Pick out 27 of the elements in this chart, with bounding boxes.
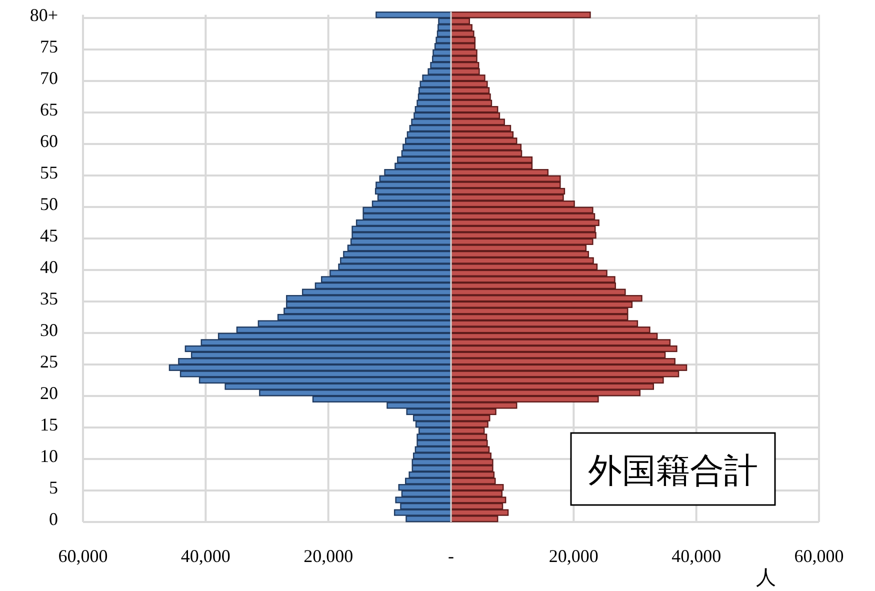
- y-tick-label: 40: [40, 256, 58, 277]
- y-tick-label: 50: [40, 194, 58, 214]
- y-tick-label: 65: [40, 99, 58, 120]
- y-tick-label: 10: [40, 446, 58, 466]
- x-tick-label: 20,000: [548, 546, 598, 566]
- y-tick-label: 30: [40, 320, 58, 340]
- y-tick-label: 20: [40, 382, 58, 403]
- y-tick-label: 70: [40, 68, 58, 88]
- y-tick-label: 5: [49, 477, 58, 498]
- x-tick-label: 60,000: [58, 546, 108, 566]
- x-tick-label: -: [448, 546, 454, 566]
- y-tick-label: 80+: [30, 4, 58, 25]
- y-tick-label: 25: [40, 351, 58, 372]
- y-tick-label: 75: [40, 36, 58, 56]
- x-tick-label: 40,000: [672, 546, 722, 566]
- annotation: 外国籍合計: [570, 432, 776, 506]
- y-tick-label: 0: [49, 508, 58, 529]
- y-tick-label: 35: [40, 288, 58, 308]
- annotation: 外国籍合計: [588, 453, 758, 490]
- y-tick-label: 15: [40, 414, 58, 434]
- y-tick-label: 55: [40, 162, 58, 182]
- y-tick-label: 60: [40, 130, 58, 151]
- x-tick-label: 20,000: [304, 546, 354, 566]
- y-tick-label: 45: [40, 225, 58, 246]
- x-tick-label: 40,000: [180, 546, 230, 566]
- x-axis-title: 人: [756, 567, 776, 589]
- x-tick-label: 60,000: [794, 546, 844, 566]
